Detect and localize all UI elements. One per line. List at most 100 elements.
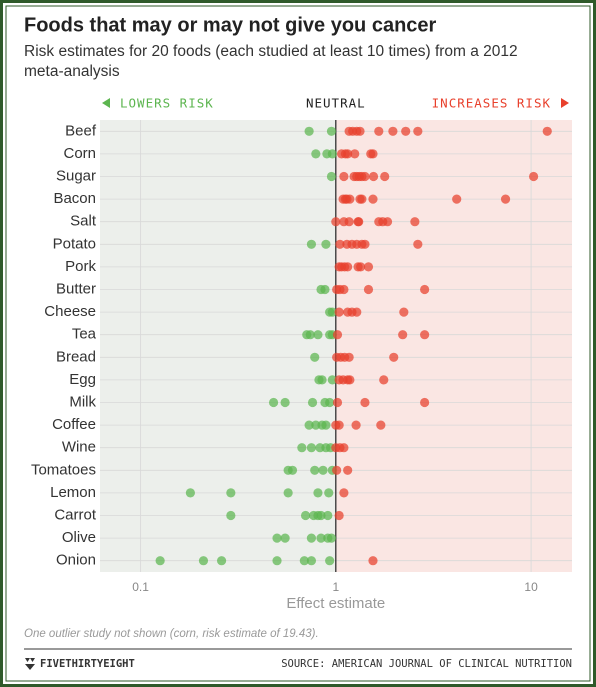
dot [313, 330, 323, 340]
subtitle-line: Risk estimates for 20 foods (each studie… [24, 43, 518, 60]
dot [420, 284, 430, 295]
legend-lower: LOWERS RISK [120, 96, 214, 111]
y-tick-label: Beef [65, 122, 97, 139]
dot [332, 397, 343, 408]
y-tick-label: Egg [69, 371, 96, 388]
dot [310, 352, 320, 362]
dot [185, 488, 195, 498]
dot [297, 443, 307, 453]
dot [325, 556, 335, 566]
y-tick-label: Bread [56, 348, 96, 365]
dot [528, 171, 539, 182]
dot [268, 397, 279, 408]
dot [316, 533, 326, 543]
dot [500, 194, 511, 204]
y-tick-label: Bacon [53, 190, 96, 207]
y-tick-label: Carrot [54, 506, 97, 523]
dot [335, 239, 345, 249]
higher-arrow [561, 98, 569, 108]
dot [272, 533, 282, 543]
y-tick-label: Potato [53, 235, 96, 252]
dot [363, 262, 374, 272]
dot [287, 465, 298, 475]
subtitle-line: meta-analysis [24, 63, 120, 80]
dot [398, 330, 408, 340]
dot [334, 420, 344, 430]
dot [306, 533, 317, 543]
dot [226, 488, 236, 498]
dot [283, 488, 293, 498]
dot [376, 420, 386, 430]
dot [410, 217, 420, 227]
dot [399, 307, 409, 317]
dot [334, 307, 344, 317]
dot [316, 510, 326, 521]
brand: FIVETHIRTYEIGHT [40, 658, 135, 670]
dot [345, 375, 355, 385]
dot [343, 465, 353, 475]
dot [389, 352, 399, 362]
y-tick-label: Olive [62, 529, 96, 546]
dot [332, 465, 342, 475]
dot [306, 443, 317, 453]
dot [382, 217, 393, 227]
dot [198, 556, 209, 566]
dot [351, 420, 361, 430]
dot [334, 510, 344, 521]
y-tick-label: Wine [62, 439, 96, 456]
y-tick-label: Tea [72, 326, 97, 343]
x-tick-label: 0.1 [132, 580, 149, 594]
dot [306, 556, 317, 566]
dot [307, 397, 318, 408]
dot [321, 420, 331, 430]
legend-neutral: NEUTRAL [306, 96, 366, 111]
dot [420, 330, 430, 340]
y-tick-label: Tomatoes [31, 461, 96, 478]
y-tick-label: Salt [70, 213, 97, 230]
brand-logo [25, 658, 35, 670]
dot [357, 194, 367, 204]
dot [304, 420, 314, 430]
higher-region [335, 120, 572, 572]
dot [331, 217, 341, 227]
dot [320, 284, 330, 295]
chart-subtitle: Risk estimates for 20 foods (each studie… [24, 43, 522, 80]
y-tick-label: Pork [65, 258, 96, 275]
dot [363, 284, 374, 295]
dot [321, 239, 331, 249]
source: SOURCE: AMERICAN JOURNAL OF CLINICAL NUT… [281, 658, 572, 670]
dot [327, 307, 337, 317]
y-tick-label: Onion [56, 552, 96, 569]
dot [343, 262, 353, 272]
dot [379, 375, 389, 385]
dot [299, 556, 309, 566]
dot [344, 217, 354, 227]
dot [311, 149, 321, 159]
dot [310, 465, 320, 475]
dot [352, 307, 362, 317]
dot [326, 126, 337, 136]
y-tick-label: Cheese [44, 303, 96, 320]
dot [300, 510, 311, 521]
dot [313, 488, 323, 498]
dot [360, 397, 370, 408]
y-tick-label: Milk [69, 393, 96, 410]
x-tick-label: 1 [332, 580, 339, 594]
dot [327, 375, 337, 385]
plot-area [100, 120, 572, 572]
dot [304, 126, 314, 136]
dot [380, 171, 390, 182]
dot [339, 284, 349, 295]
y-tick-label: Butter [56, 280, 96, 297]
y-tick-label: Lemon [50, 484, 96, 501]
dot [306, 239, 317, 249]
dot [326, 171, 337, 182]
dot [360, 171, 370, 182]
dot [345, 194, 355, 204]
y-tick-label: Sugar [56, 167, 96, 184]
dot [368, 556, 378, 566]
dot [355, 126, 365, 136]
